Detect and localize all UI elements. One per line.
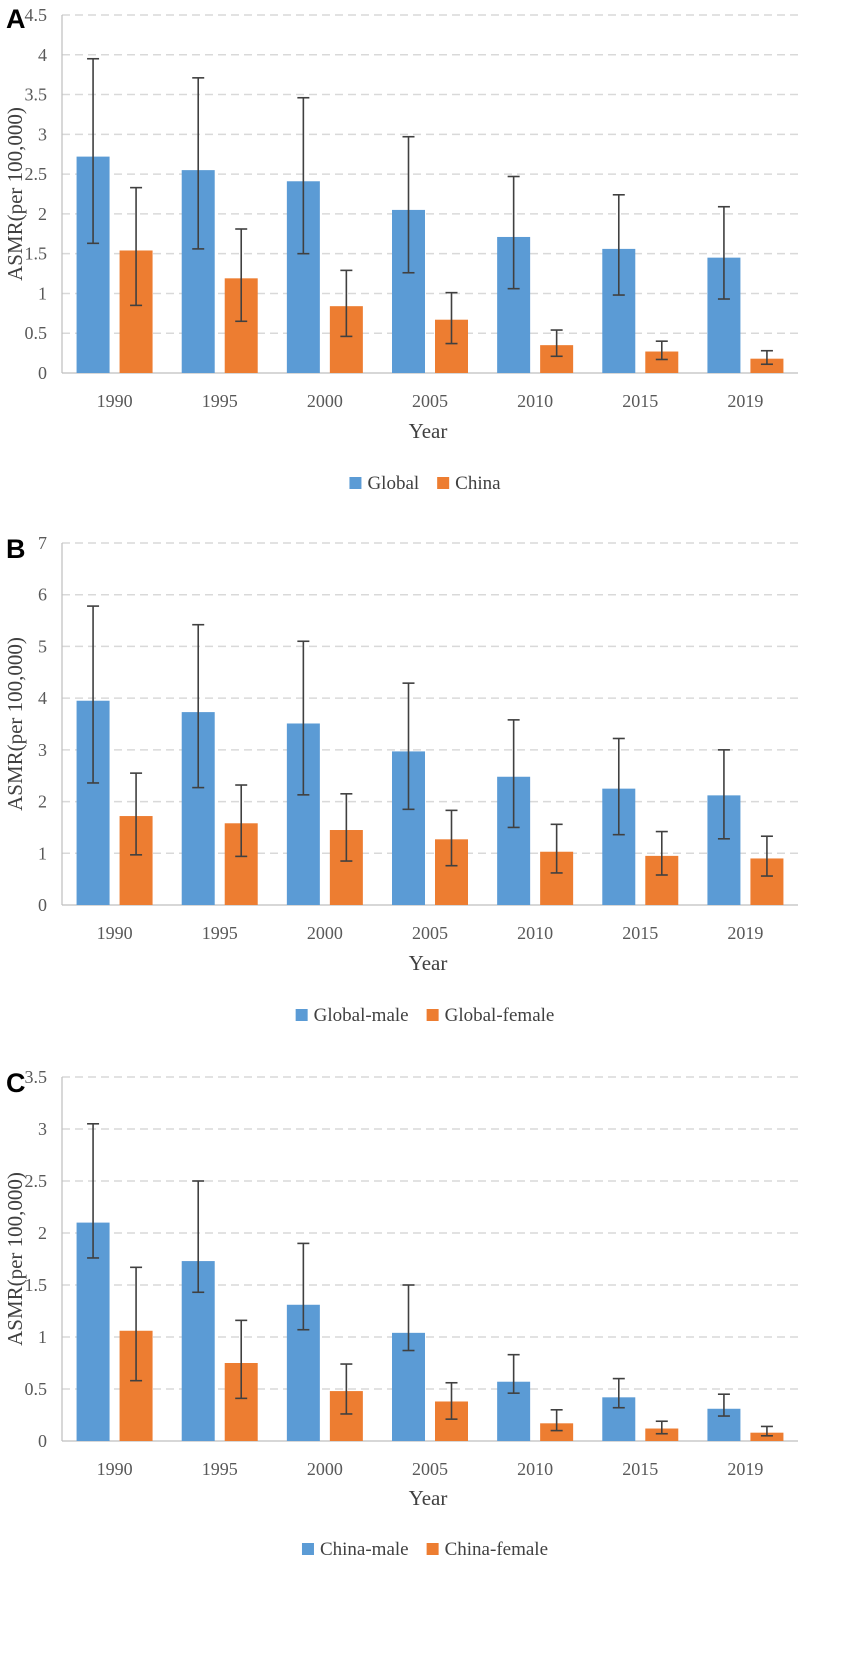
x-tick-label: 2015 bbox=[622, 391, 658, 411]
legend-swatch-global bbox=[349, 477, 362, 489]
legend-label-global: Global bbox=[367, 473, 419, 494]
chart-panel-a: A 0 0.5 1 1.5 2 2.5 3 3.5 4 4.5 ASMR(per 100,000) 19… bbox=[3, 4, 798, 494]
x-tick-label: 2000 bbox=[307, 1459, 343, 1479]
x-tick-label: 1995 bbox=[202, 391, 238, 411]
x-tick-label: 2005 bbox=[412, 391, 448, 411]
y-axis-title: ASMR(per 100,000) bbox=[3, 1172, 27, 1346]
y-tick-label: 2.5 bbox=[25, 164, 48, 184]
legend-label-china-female: China-female bbox=[445, 1539, 548, 1560]
y-tick-label: 4.5 bbox=[25, 5, 48, 25]
x-axis-title: Year bbox=[409, 951, 448, 975]
y-tick-label: 1.5 bbox=[25, 244, 48, 264]
y-tick-label: 3.5 bbox=[25, 1067, 48, 1087]
x-axis-title: Year bbox=[409, 1486, 448, 1510]
panel-letter: A bbox=[6, 4, 26, 34]
bar-china-female-2015 bbox=[645, 1428, 679, 1441]
y-tick-label: 1 bbox=[38, 283, 47, 303]
y-tick-label: 3 bbox=[38, 124, 47, 144]
legend-swatch-china-male bbox=[301, 1543, 314, 1555]
panel-letter: B bbox=[6, 534, 26, 564]
x-tick-label: 2000 bbox=[307, 923, 343, 943]
y-axis-title: ASMR(per 100,000) bbox=[3, 637, 27, 811]
bar-china-female-2019 bbox=[750, 1432, 784, 1441]
legend: China-male China-female bbox=[301, 1539, 548, 1560]
y-tick-label: 7 bbox=[38, 533, 47, 553]
bar-china-male-1990 bbox=[76, 1222, 110, 1441]
x-axis-title: Year bbox=[409, 419, 448, 443]
y-tick-label: 4 bbox=[38, 45, 47, 65]
x-tick-label: 2019 bbox=[727, 1459, 763, 1479]
y-tick-label: 3.5 bbox=[25, 85, 48, 105]
x-tick-label: 2005 bbox=[412, 1459, 448, 1479]
legend-swatch-china-female bbox=[426, 1543, 439, 1555]
bar-china-2019 bbox=[750, 358, 784, 373]
y-tick-label: 0 bbox=[38, 895, 47, 915]
y-tick-label: 5 bbox=[38, 636, 47, 656]
chart-panel-b: B 0 1 2 3 4 5 6 7 ASMR(per 100,000) 1990 1995 2000 20… bbox=[3, 533, 798, 1026]
legend-swatch-china bbox=[437, 477, 450, 489]
x-tick-label: 2015 bbox=[622, 1459, 658, 1479]
y-tick-label: 2 bbox=[38, 1223, 47, 1243]
panel-letter: C bbox=[6, 1068, 26, 1098]
y-tick-label: 4 bbox=[38, 688, 47, 708]
legend-label-global-male: Global-male bbox=[314, 1005, 409, 1026]
legend-label-china-male: China-male bbox=[320, 1539, 409, 1560]
x-tick-label: 2010 bbox=[517, 923, 553, 943]
y-tick-label: 6 bbox=[38, 585, 47, 605]
x-tick-label: 2005 bbox=[412, 923, 448, 943]
y-tick-label: 0 bbox=[38, 1431, 47, 1451]
legend: Global-male Global-female bbox=[295, 1005, 555, 1026]
y-axis-title: ASMR(per 100,000) bbox=[3, 107, 27, 281]
y-tick-label: 2 bbox=[38, 792, 47, 812]
x-tick-label: 1990 bbox=[97, 391, 133, 411]
x-tick-label: 2000 bbox=[307, 391, 343, 411]
legend-swatch-global-male bbox=[295, 1009, 308, 1021]
x-tick-label: 2010 bbox=[517, 391, 553, 411]
legend-label-china: China bbox=[455, 473, 501, 494]
x-tick-label: 1990 bbox=[97, 923, 133, 943]
y-tick-label: 0.5 bbox=[25, 1379, 48, 1399]
y-tick-label: 0.5 bbox=[25, 323, 48, 343]
legend-label-global-female: Global-female bbox=[445, 1005, 555, 1026]
bar-china-2015 bbox=[645, 351, 679, 373]
x-tick-label: 2010 bbox=[517, 1459, 553, 1479]
y-tick-label: 3 bbox=[38, 740, 47, 760]
y-tick-label: 1 bbox=[38, 843, 47, 863]
y-tick-label: 3 bbox=[38, 1119, 47, 1139]
legend: Global China bbox=[349, 473, 501, 494]
y-tick-label: 2.5 bbox=[25, 1171, 48, 1191]
x-tick-label: 1990 bbox=[97, 1459, 133, 1479]
bar-china-female-2010 bbox=[540, 1423, 574, 1441]
x-tick-label: 2015 bbox=[622, 923, 658, 943]
y-tick-label: 0 bbox=[38, 363, 47, 383]
y-tick-label: 1 bbox=[38, 1327, 47, 1347]
x-tick-label: 2019 bbox=[727, 391, 763, 411]
x-tick-label: 2019 bbox=[727, 923, 763, 943]
x-tick-label: 1995 bbox=[202, 1459, 238, 1479]
legend-swatch-global-female bbox=[426, 1009, 439, 1021]
y-tick-label: 1.5 bbox=[25, 1275, 48, 1295]
x-tick-label: 1995 bbox=[202, 923, 238, 943]
chart-panel-c: C 0 0.5 1 1.5 2 2.5 3 3.5 ASMR(per 100,000) 1990 19… bbox=[3, 1067, 798, 1560]
y-tick-label: 2 bbox=[38, 204, 47, 224]
